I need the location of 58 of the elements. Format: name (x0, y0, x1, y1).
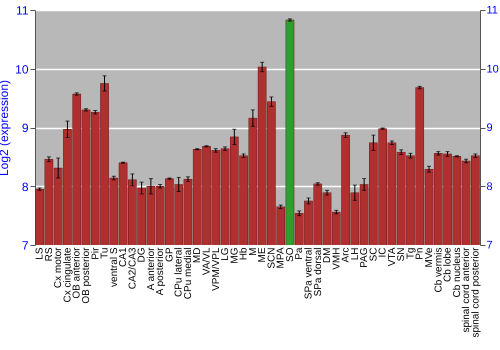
y2-tick-label: 7 (486, 240, 493, 252)
x-tick-label: MVe (424, 247, 436, 268)
y2-tick-label: 8 (486, 180, 493, 193)
x-tick-label: PAG (359, 247, 370, 268)
x-tick-label: IC (378, 248, 389, 258)
x-tick-label: Pn (414, 248, 426, 260)
x-tick-label: A posterior (155, 246, 166, 296)
x-tick-label: CPu medial (182, 248, 194, 300)
y2-tick-label: 9 (486, 122, 493, 134)
x-tick-label: CPu lateral (174, 248, 185, 297)
x-tick-label: SN (396, 248, 408, 262)
x-tick-label: SC (368, 248, 380, 262)
y-tick-label: 10 (15, 62, 29, 76)
x-tick-label: Cb nucleus (452, 248, 463, 298)
x-tick-label: VA/VL (202, 247, 213, 276)
y2-tick-label: 11 (486, 4, 498, 16)
x-tick-label: DM (322, 248, 334, 264)
x-tick-label: Tu (100, 248, 111, 259)
x-tick-label: MG (229, 247, 240, 264)
y2-tick-label: 10 (486, 63, 499, 76)
x-tick-label: SO (284, 247, 296, 262)
x-tick-label: LS (34, 247, 46, 260)
x-tick-label: Hb (238, 247, 250, 260)
x-tick-label: Tg (405, 248, 416, 260)
x-tick-label: Cx motor (53, 246, 64, 288)
x-tick-label: DG (136, 247, 148, 262)
x-tick-label: Cx cingulate (62, 247, 74, 303)
x-tick-label: SPa dorsal (312, 248, 324, 296)
y-tick-label: 8 (22, 180, 29, 194)
x-tick-label: MD (192, 248, 204, 264)
x-tick-label: Pa (294, 247, 306, 260)
x-tick-label: SCN (266, 248, 278, 269)
x-tick-label: A anterior (146, 246, 157, 290)
x-tick-label: VMH (331, 248, 342, 270)
x-tick-label: MPA (276, 247, 287, 268)
y-tick-label: 7 (22, 238, 29, 252)
x-tick-label: Cb lobe (442, 247, 454, 282)
x-tick-label: M (248, 248, 259, 256)
x-tick-label: LG (220, 247, 232, 261)
x-tick-label: CA1 (118, 247, 130, 267)
x-tick-label: Cb vermis (433, 248, 444, 293)
x-tick-label: spinal cord posterior (470, 246, 482, 338)
x-tick-label: GP (164, 247, 176, 262)
x-tick-label: ME (257, 247, 268, 262)
x-tick-label: RS (44, 247, 55, 262)
y-tick-label: 11 (16, 4, 29, 18)
x-tick-label: CA2/CA3 (127, 247, 138, 290)
x-tick-label: Arc (340, 248, 352, 262)
x-tick-label: OB anterior (72, 246, 83, 299)
x-tick-label: VTA (386, 247, 398, 266)
x-tick-label: OB posterior (80, 246, 92, 304)
x-tick-label: ventral S (108, 247, 120, 287)
x-tick-label: SPa ventral (303, 248, 314, 300)
x-tick-label: LH (350, 248, 361, 260)
y-tick-label: 9 (22, 121, 29, 135)
x-tick-label: Pir (90, 246, 102, 260)
x-tick-label: VPM/VPL (210, 247, 222, 291)
x-tick-label: spinal cord anterior (461, 246, 472, 333)
